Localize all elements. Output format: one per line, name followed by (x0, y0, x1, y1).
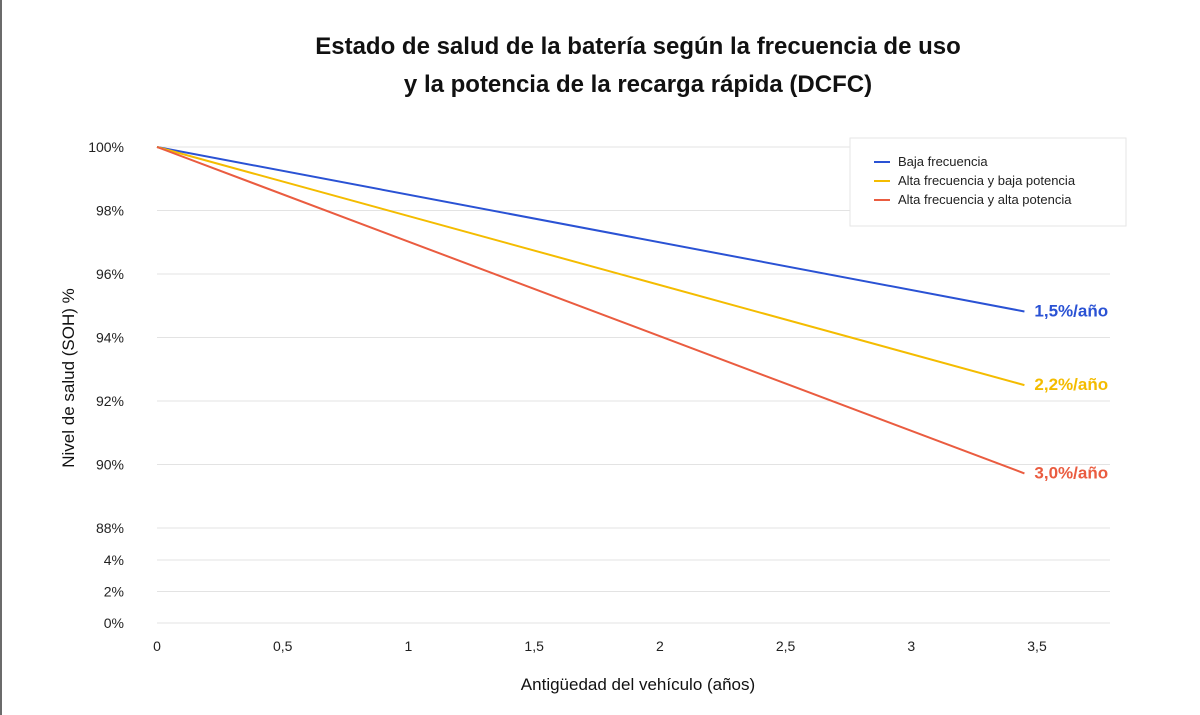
series-line-1 (156, 146, 1025, 313)
x-tick-label: 0 (153, 638, 161, 654)
chart-title: Estado de salud de la batería según la f… (315, 33, 961, 98)
series-rate-label-1: 1,5%/año (1034, 301, 1108, 320)
series-end-labels: 1,5%/año 2,2%/año 3,0%/año (1034, 301, 1108, 482)
y-tick-label: 90% (96, 457, 124, 473)
y-tick-label: 94% (96, 330, 124, 346)
y-tick-label: 98% (96, 203, 124, 219)
series-line-3 (156, 146, 1025, 475)
y-tick-label: 88% (96, 520, 124, 536)
y-tick-label: 92% (96, 393, 124, 409)
y-axis-ticks: 100% 98% 96% 94% 92% 90% 88% 4% 2% 0% (88, 139, 124, 631)
legend-entry-3: Alta frecuencia y alta potencia (898, 192, 1072, 207)
x-tick-label: 0,5 (273, 638, 293, 654)
x-tick-label: 1,5 (524, 638, 544, 654)
y-tick-label: 96% (96, 266, 124, 282)
y-tick-label: 100% (88, 139, 124, 155)
x-tick-label: 2,5 (776, 638, 796, 654)
x-tick-label: 2 (656, 638, 664, 654)
y-axis-label: Nivel de salud (SOH) % (59, 288, 78, 468)
x-tick-label: 1 (405, 638, 413, 654)
legend-entry-1: Baja frecuencia (898, 154, 988, 169)
series-rate-label-3: 3,0%/año (1034, 463, 1108, 482)
legend-entry-2: Alta frecuencia y baja potencia (898, 173, 1076, 188)
chart-title-line-1: Estado de salud de la batería según la f… (315, 33, 961, 60)
y-tick-label: 0% (104, 615, 124, 631)
x-axis-ticks: 0 0,5 1 1,5 2 2,5 3 3,5 (153, 638, 1047, 654)
y-tick-label: 2% (104, 584, 124, 600)
chart-title-line-2: y la potencia de la recarga rápida (DCFC… (404, 71, 872, 98)
y-tick-label: 4% (104, 552, 124, 568)
gridlines (157, 146, 1110, 624)
series-rate-label-2: 2,2%/año (1034, 375, 1108, 394)
series-lines (156, 146, 1025, 475)
legend-box (849, 137, 1127, 227)
x-tick-label: 3 (907, 638, 915, 654)
x-axis-label: Antigüedad del vehículo (años) (521, 675, 755, 694)
legend: Baja frecuencia Alta frecuencia y baja po… (849, 137, 1127, 227)
series-line-2 (156, 146, 1025, 387)
x-tick-label: 3,5 (1027, 638, 1047, 654)
